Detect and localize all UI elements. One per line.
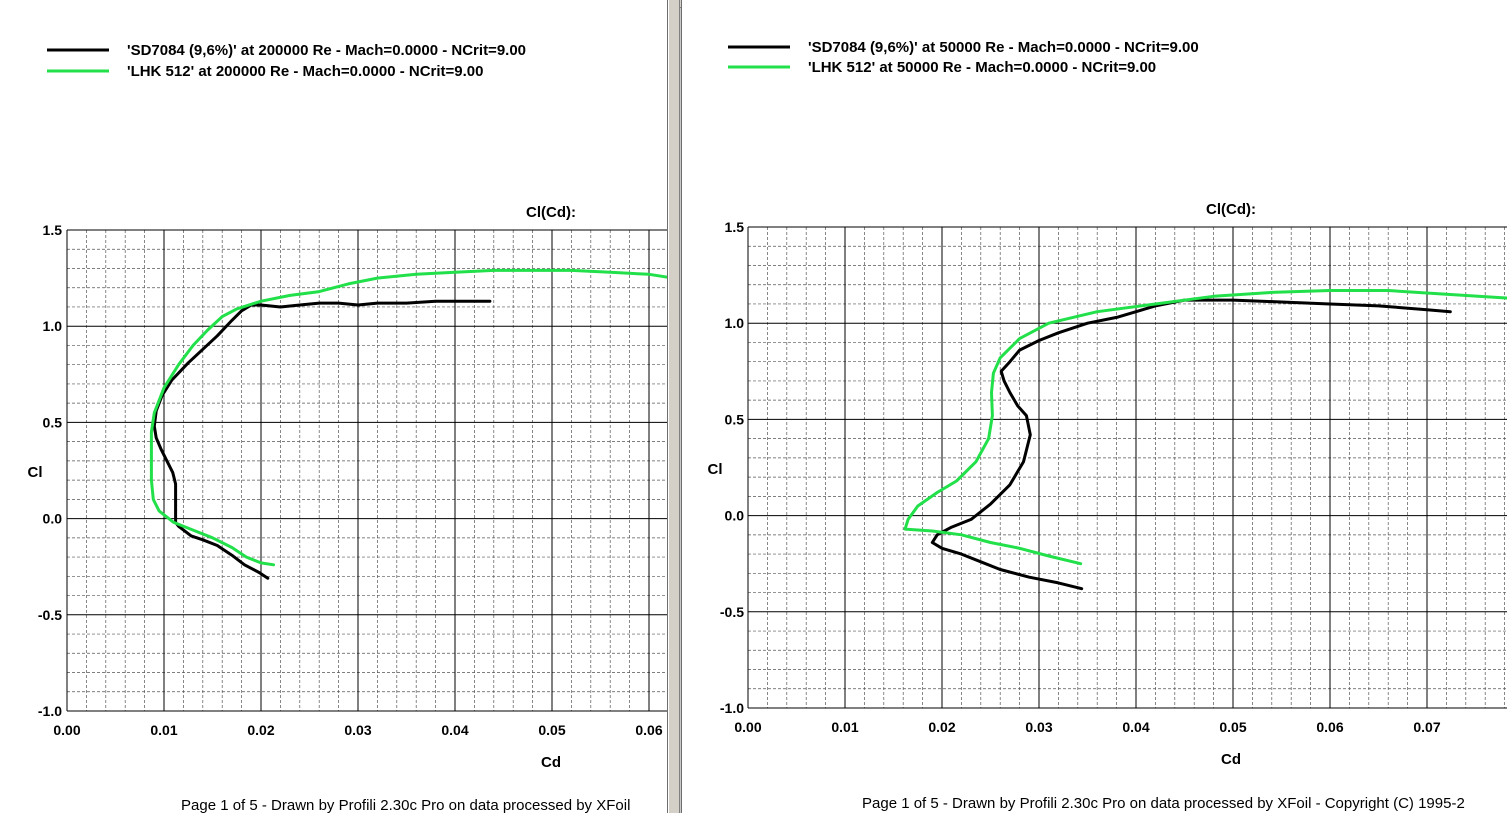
y-tick-label: -1.0 [38, 703, 62, 719]
x-tick-label: 0.05 [538, 722, 565, 738]
y-tick-label: 1.5 [43, 222, 63, 238]
x-tick-label: 0.02 [928, 719, 955, 735]
legend-entry: 'SD7084 (9,6%)' at 200000 Re - Mach=0.00… [127, 42, 526, 59]
x-tick-label: 0.05 [1219, 719, 1246, 735]
chart-title: Cl(Cd): [1206, 201, 1256, 218]
series-line-sd7084 [152, 299, 492, 580]
x-tick-label: 0.03 [344, 722, 371, 738]
x-tick-label: 0.00 [734, 719, 761, 735]
y-tick-label: 0.5 [43, 414, 63, 430]
y-tick-label: 1.0 [725, 315, 745, 331]
x-tick-label: 0.04 [1122, 719, 1149, 735]
series-line-sd7084 [930, 298, 1452, 591]
chart-title: Cl(Cd): [526, 204, 576, 221]
x-tick-label: 0.07 [1413, 719, 1440, 735]
x-tick-label: 0.06 [635, 722, 662, 738]
polar-pane-right: 0.00 0.01 0.02 0.03 0.04 0.05 0.06 0.07 1.5 1.0 0.… [681, 0, 1507, 813]
x-tick-label: 0.06 [1316, 719, 1343, 735]
series-line-lhk512 [149, 268, 667, 567]
polar-chart-right: 0.00 0.01 0.02 0.03 0.04 0.05 0.06 0.07 1.5 1.0 0.… [708, 39, 1507, 812]
y-tick-label: -0.5 [38, 607, 62, 623]
y-tick-label: -0.5 [720, 604, 744, 620]
page-footer: Page 1 of 5 - Drawn by Profili 2.30c Pro… [181, 797, 630, 813]
x-axis-label: Cd [1221, 751, 1241, 768]
y-tick-label: 0.0 [43, 511, 63, 527]
x-tick-label: 0.04 [441, 722, 468, 738]
y-tick-label: 0.5 [725, 411, 745, 427]
polar-chart-left: 0.00 0.01 0.02 0.03 0.04 0.05 0.06 1.5 1.0 0.5 0.0… [28, 42, 667, 813]
series-line-lhk512 [903, 289, 1507, 566]
legend-entry: 'LHK 512' at 200000 Re - Mach=0.0000 - N… [127, 63, 483, 80]
x-tick-label: 0.02 [247, 722, 274, 738]
y-axis-label: Cl [708, 461, 723, 478]
y-tick-label: -1.0 [720, 700, 744, 716]
legend-entry: 'LHK 512' at 50000 Re - Mach=0.0000 - NC… [808, 59, 1156, 76]
y-tick-label: 0.0 [725, 508, 745, 524]
y-tick-label: 1.5 [725, 219, 745, 235]
x-tick-label: 0.01 [831, 719, 858, 735]
x-axis-label: Cd [541, 754, 561, 771]
polar-pane-left: 0.00 0.01 0.02 0.03 0.04 0.05 0.06 1.5 1.0 0.5 0.0… [0, 0, 668, 813]
y-axis-label: Cl [28, 464, 43, 481]
x-tick-label: 0.00 [53, 722, 80, 738]
splitter-bar[interactable] [668, 0, 680, 813]
y-tick-label: 1.0 [43, 318, 63, 334]
x-tick-label: 0.03 [1025, 719, 1052, 735]
page-footer: Page 1 of 5 - Drawn by Profili 2.30c Pro… [862, 795, 1465, 812]
legend-entry: 'SD7084 (9,6%)' at 50000 Re - Mach=0.000… [808, 39, 1199, 56]
x-tick-label: 0.01 [150, 722, 177, 738]
